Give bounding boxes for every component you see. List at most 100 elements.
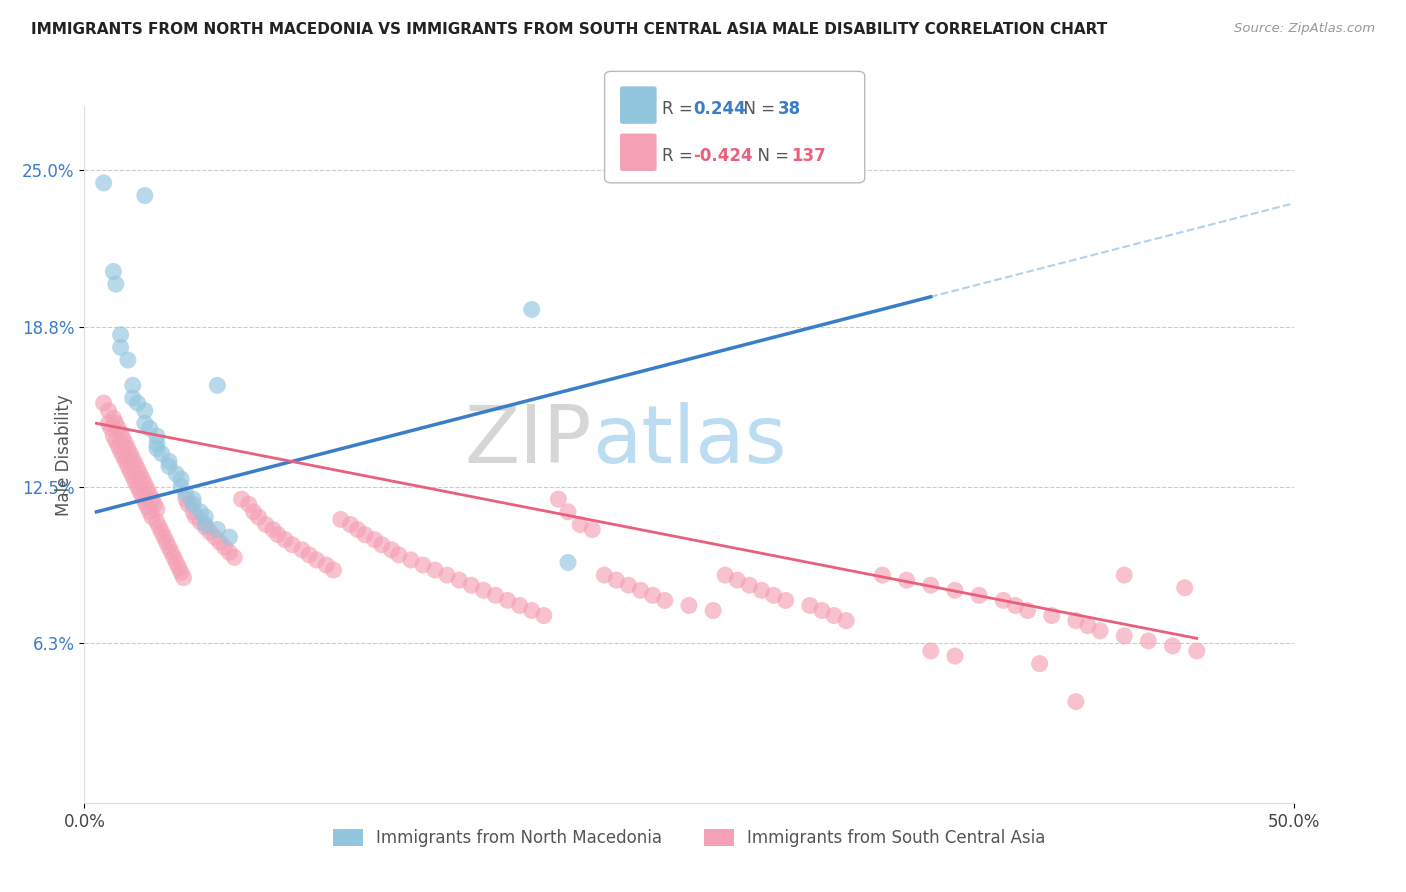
Point xyxy=(131,490,153,504)
Point xyxy=(134,417,156,431)
Point xyxy=(1137,633,1160,648)
Point xyxy=(141,492,163,507)
Point xyxy=(423,563,446,577)
Point xyxy=(174,492,197,507)
Point xyxy=(993,593,1015,607)
Point xyxy=(107,421,129,435)
Point xyxy=(920,644,942,658)
Point xyxy=(920,578,942,592)
Point xyxy=(127,462,149,476)
Point xyxy=(329,512,352,526)
Point xyxy=(110,444,132,458)
Point xyxy=(136,500,159,514)
Text: R =: R = xyxy=(662,100,699,118)
Point xyxy=(238,497,260,511)
Point xyxy=(104,417,127,431)
Point xyxy=(157,541,180,555)
Point xyxy=(460,578,482,592)
Point xyxy=(97,417,120,431)
Point xyxy=(121,451,143,466)
Point xyxy=(1040,608,1063,623)
Point xyxy=(170,566,193,580)
Point xyxy=(557,556,579,570)
Point xyxy=(267,527,290,541)
Text: IMMIGRANTS FROM NORTH MACEDONIA VS IMMIGRANTS FROM SOUTH CENTRAL ASIA MALE DISAB: IMMIGRANTS FROM NORTH MACEDONIA VS IMMIG… xyxy=(31,22,1107,37)
Text: N =: N = xyxy=(733,100,780,118)
Point xyxy=(605,573,627,587)
Point xyxy=(630,583,652,598)
Point xyxy=(141,509,163,524)
Point xyxy=(943,648,966,663)
Point xyxy=(104,434,127,448)
Point xyxy=(1114,629,1136,643)
Point xyxy=(146,515,169,529)
Text: 137: 137 xyxy=(792,147,827,165)
Point xyxy=(581,523,603,537)
Point xyxy=(520,603,543,617)
Point xyxy=(214,541,236,555)
Point xyxy=(339,517,361,532)
Point xyxy=(291,542,314,557)
Text: atlas: atlas xyxy=(592,402,786,480)
Point xyxy=(163,550,186,565)
Text: Source: ZipAtlas.com: Source: ZipAtlas.com xyxy=(1234,22,1375,36)
Point xyxy=(641,588,664,602)
Point xyxy=(207,523,229,537)
Point xyxy=(617,578,640,592)
Y-axis label: Male Disability: Male Disability xyxy=(55,394,73,516)
Point xyxy=(799,599,821,613)
Point xyxy=(134,477,156,491)
Point xyxy=(775,593,797,607)
Point xyxy=(725,573,748,587)
Point xyxy=(714,568,737,582)
Legend: Immigrants from North Macedonia, Immigrants from South Central Asia: Immigrants from North Macedonia, Immigra… xyxy=(326,822,1052,854)
Point xyxy=(143,497,166,511)
Point xyxy=(181,497,204,511)
Point xyxy=(388,548,411,562)
Point xyxy=(170,472,193,486)
Point xyxy=(157,454,180,468)
Point xyxy=(346,523,368,537)
Point xyxy=(399,553,422,567)
Point xyxy=(157,459,180,474)
Point xyxy=(218,530,240,544)
Point xyxy=(134,403,156,417)
Point xyxy=(557,505,579,519)
Point xyxy=(121,391,143,405)
Point xyxy=(138,487,160,501)
Point xyxy=(103,429,125,443)
Point xyxy=(569,517,592,532)
Point xyxy=(93,396,115,410)
Point xyxy=(762,588,785,602)
Point xyxy=(138,421,160,435)
Point xyxy=(315,558,337,572)
Point xyxy=(1017,603,1039,617)
Point xyxy=(100,421,122,435)
Point xyxy=(103,411,125,425)
Point xyxy=(412,558,434,572)
Point xyxy=(547,492,569,507)
Point xyxy=(138,505,160,519)
Point xyxy=(184,509,207,524)
Point xyxy=(198,525,221,540)
Point xyxy=(181,505,204,519)
Point xyxy=(472,583,495,598)
Point xyxy=(872,568,894,582)
Point xyxy=(190,515,212,529)
Point xyxy=(231,492,253,507)
Point xyxy=(194,517,217,532)
Point xyxy=(136,482,159,496)
Point xyxy=(896,573,918,587)
Point xyxy=(117,353,139,368)
Point xyxy=(165,556,187,570)
Point xyxy=(104,277,127,292)
Point xyxy=(134,188,156,202)
Point xyxy=(146,429,169,443)
Text: N =: N = xyxy=(747,147,794,165)
Text: R =: R = xyxy=(662,147,699,165)
Point xyxy=(124,475,146,489)
Point xyxy=(194,520,217,534)
Point xyxy=(112,449,135,463)
Point xyxy=(1114,568,1136,582)
Point xyxy=(1161,639,1184,653)
